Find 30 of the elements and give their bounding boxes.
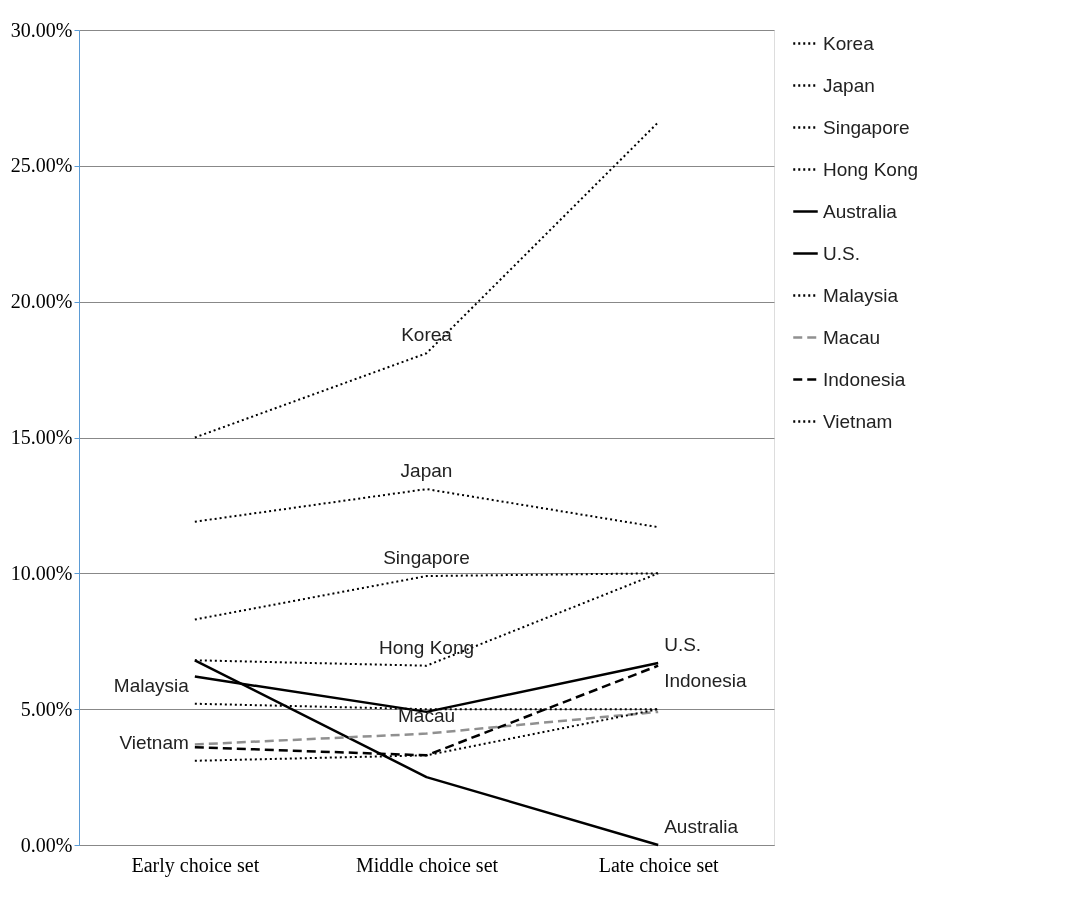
y-tick-label: 10.00% — [10, 561, 73, 584]
y-tick-label: 20.00% — [10, 290, 73, 313]
annotation: Indonesia — [664, 669, 747, 691]
annotation: Singapore — [383, 547, 470, 569]
y-tick-label: 0.00% — [20, 833, 73, 856]
legend-label: Japan — [823, 74, 875, 96]
x-tick-label: Early choice set — [131, 853, 260, 877]
legend-label: Macau — [823, 326, 881, 348]
legend-label: Korea — [823, 32, 875, 54]
annotation: Vietnam — [119, 731, 189, 753]
annotation: Malaysia — [113, 674, 190, 696]
annotation: Australia — [664, 816, 739, 837]
annotation: Macau — [397, 704, 456, 726]
annotation: Japan — [400, 460, 453, 482]
y-tick-label: 30.00% — [10, 18, 73, 41]
x-tick-label: Late choice set — [598, 853, 720, 876]
x-tick-label: Middle choice set — [355, 853, 499, 876]
legend-label: U.S. — [823, 242, 860, 264]
y-tick-label: 5.00% — [20, 697, 73, 720]
legend-label: Indonesia — [823, 368, 906, 390]
legend-label: Hong Kong — [823, 158, 919, 180]
legend-label: Malaysia — [823, 284, 899, 306]
y-tick-label: 25.00% — [10, 154, 73, 177]
annotation: U.S. — [664, 633, 702, 655]
annotation: Korea — [401, 324, 453, 346]
legend-label: Singapore — [823, 116, 910, 138]
legend-label: Vietnam — [823, 410, 893, 432]
legend-label: Australia — [823, 200, 898, 222]
y-tick-label: 15.00% — [10, 426, 73, 448]
annotation: Hong Kong — [378, 636, 475, 658]
